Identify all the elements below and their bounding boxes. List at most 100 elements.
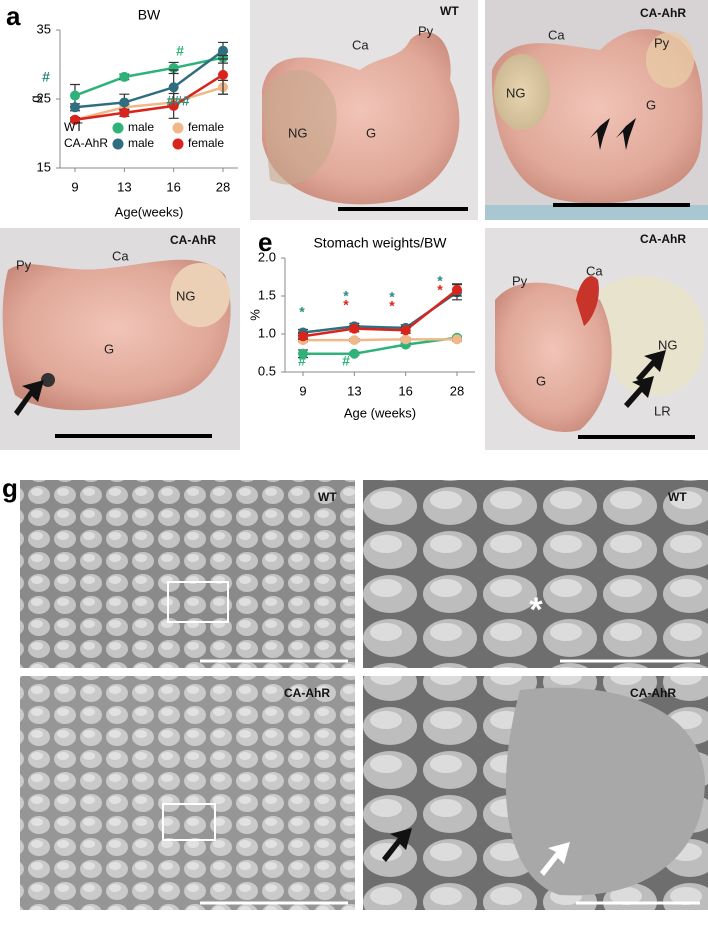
annotation: * [343,297,349,313]
sem-tag: WT [318,490,337,504]
y-tick-label: 35 [37,21,51,36]
x-tick-label: 13 [347,383,361,398]
data-point [400,325,411,336]
y-tick-label: 1.5 [258,287,276,302]
sem-tag: WT [668,490,687,504]
photo-label: Py [16,257,32,272]
x-tick-label: 28 [450,383,464,398]
photo-f: CA-AhR Py Ca NG G LR [485,228,708,450]
data-point [70,102,80,113]
photo-label: G [536,373,546,388]
photo-label: G [366,125,376,140]
legend-label: male [128,120,154,134]
legend-group: CA-AhR [64,136,108,150]
photo-label: Py [512,273,528,288]
data-point [452,284,462,295]
photo-label: Ca [548,27,565,42]
annotation: * [343,288,349,304]
photo-label: Ca [352,37,369,52]
y-tick-label: 0.5 [258,363,276,378]
data-point [119,71,130,82]
photo-tag: CA-AhR [170,233,216,247]
annotation: * [437,273,443,289]
x-axis-label: Age(weeks) [115,204,184,219]
photo-label: Py [654,35,670,50]
series-line [74,86,224,121]
annotation: * [389,289,395,305]
panel-label: e [258,227,272,257]
photo-label: Py [418,23,434,38]
sem-tag: CA-AhR [630,686,676,700]
legend-group: WT [64,120,83,134]
annotation: # [298,353,306,369]
data-point [452,334,462,345]
x-tick-label: 9 [71,179,78,194]
photo-label: NG [658,337,678,352]
y-tick-label: 2.0 [258,249,276,264]
photo-c: CA-AhR Ca Py NG G [485,0,708,220]
series-line [302,288,458,338]
annotation: # [342,353,350,369]
y-tick-label: 25 [37,90,51,105]
data-point [400,334,411,345]
series-line [74,49,224,109]
photo-label: NG [176,288,196,303]
x-axis-label: Age (weeks) [344,405,416,420]
annotation: ### [166,93,190,109]
series-line [74,73,224,121]
panel-label: g [2,473,18,503]
data-point [218,69,228,80]
data-point [298,348,308,359]
y-tick-label: 1.0 [258,325,276,340]
annotation: * [437,282,443,298]
data-point [70,114,80,125]
series-line [74,56,224,97]
series-line [303,338,457,342]
data-point [168,82,179,93]
photo-label: LR [654,403,671,418]
sem-images: WT WT CA-AhR CA-AhR * [20,480,708,910]
photo-label: Ca [112,248,129,263]
legend-swatch [112,138,124,150]
chart-title: Stomach weights/BW [313,235,447,251]
legend-label: female [188,120,224,134]
data-point [119,107,130,118]
panel-label: a [6,1,21,31]
photo-label: NG [288,125,308,140]
sem-tag: CA-AhR [284,686,330,700]
series-line [302,291,458,334]
y-tick-label: 15 [37,159,51,174]
photo-label: Ca [586,263,603,278]
x-tick-label: 28 [216,179,230,194]
chart-title: BW [138,7,161,23]
x-tick-label: 13 [117,179,131,194]
photo-label: NG [506,85,526,100]
data-point [168,100,179,111]
y-axis-label: g [27,95,42,102]
legend-label: female [188,136,224,150]
data-point [349,335,360,346]
annotation: # [42,69,50,85]
data-point [349,348,360,359]
photo-tag: CA-AhR [640,232,686,246]
photo-b: WT Ca Py NG G [250,0,478,220]
legend-swatch [172,122,184,134]
sem-marker: * [529,591,543,629]
data-point [218,45,228,56]
photo-d: CA-AhR Py Ca NG G [0,228,240,450]
x-tick-label: 16 [398,383,412,398]
series-line [303,336,458,356]
data-point [298,331,308,342]
annotation: # [176,43,184,59]
data-point [70,90,80,101]
data-point [349,323,360,334]
photo-tag: WT [440,4,459,18]
legend-swatch [172,138,184,150]
photo-tag: CA-AhR [640,6,686,20]
legend-swatch [112,122,124,134]
x-tick-label: 16 [166,179,180,194]
legend-label: male [128,136,154,150]
annotation: * [389,298,395,314]
y-axis-label: % [247,309,262,321]
